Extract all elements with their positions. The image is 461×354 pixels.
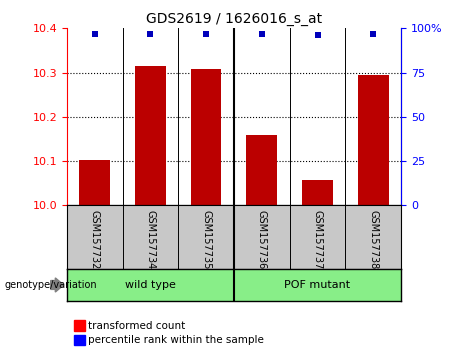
Bar [135, 66, 165, 205]
Text: transformed count: transformed count [88, 321, 185, 331]
Text: GSM157732: GSM157732 [90, 210, 100, 270]
Text: GSM157738: GSM157738 [368, 210, 378, 270]
Point [314, 33, 321, 38]
Bar [358, 75, 389, 205]
Text: GSM157734: GSM157734 [145, 210, 155, 270]
Title: GDS2619 / 1626016_s_at: GDS2619 / 1626016_s_at [146, 12, 322, 26]
Point [147, 31, 154, 36]
Bar [79, 160, 110, 205]
Point [202, 31, 210, 36]
Text: percentile rank within the sample: percentile rank within the sample [88, 335, 264, 345]
Bar [247, 135, 277, 205]
Point [258, 31, 266, 36]
Text: GSM157735: GSM157735 [201, 210, 211, 270]
Text: genotype/variation: genotype/variation [5, 280, 97, 290]
Bar [302, 180, 333, 205]
Point [370, 31, 377, 36]
Text: POF mutant: POF mutant [284, 280, 350, 290]
Text: wild type: wild type [125, 280, 176, 290]
Text: GSM157736: GSM157736 [257, 210, 267, 270]
Text: GSM157737: GSM157737 [313, 210, 323, 270]
Bar [191, 69, 221, 205]
Point [91, 31, 98, 36]
